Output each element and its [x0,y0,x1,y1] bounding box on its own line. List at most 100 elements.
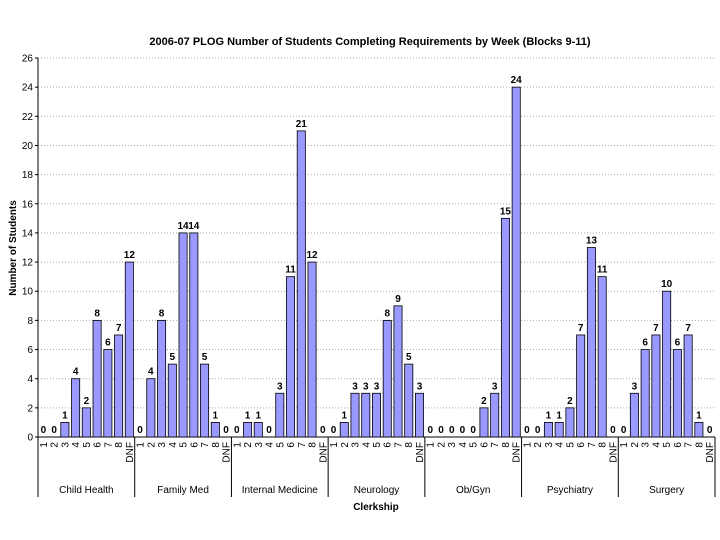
group-label: Neurology [354,485,400,496]
bar [189,232,199,438]
bar [629,392,639,438]
x-tick-label: 8 [694,442,705,448]
data-label: 0 [438,425,444,436]
bar [71,378,81,438]
data-label: 4 [73,367,79,378]
x-tick-label: 1 [522,442,533,448]
bar [543,422,553,438]
bar [554,422,564,438]
y-axis-label: Number of Students [8,200,19,296]
data-label: 1 [696,410,702,421]
y-tick-label: 0 [27,433,33,444]
x-tick-label: 2 [146,442,157,448]
bar [640,349,650,438]
data-label: 0 [707,425,713,436]
bar [81,407,91,438]
x-tick-label: 5 [662,442,673,448]
y-tick-label: 6 [27,345,33,356]
data-label: 7 [578,323,584,334]
x-tick-label: 3 [351,442,362,448]
x-tick-label: DNF [318,442,329,463]
x-tick-label: 1 [39,442,50,448]
data-label: 0 [621,425,627,436]
bar [565,407,575,438]
data-label: 0 [470,425,476,436]
y-tick-label: 16 [22,199,34,210]
x-tick-label: DNF [222,442,233,463]
x-tick-label: 2 [50,442,61,448]
bar [253,422,263,438]
x-tick-label: 5 [469,442,480,448]
bar [157,319,167,438]
bar [479,407,489,438]
data-label: 12 [124,250,136,261]
x-tick-label: 8 [114,442,125,448]
x-tick-label: 7 [587,442,598,448]
data-label: 1 [62,410,68,421]
bar [586,247,596,438]
x-tick-label: DNF [705,442,716,463]
bar [490,392,500,438]
x-tick-label: DNF [415,442,426,463]
x-tick-label: 2 [630,442,641,448]
x-tick-label: 3 [544,442,555,448]
x-tick-label: 7 [490,442,501,448]
y-tick-label: 22 [22,112,34,123]
x-tick-label: 3 [447,442,458,448]
bar [178,232,188,438]
group-label: Ob/Gyn [456,485,490,496]
x-tick-label: 4 [265,442,276,448]
bar [500,217,510,438]
data-label: 0 [266,425,272,436]
bar [114,334,124,438]
x-tick-label: DNF [125,442,136,463]
bar [511,86,521,438]
data-label: 0 [51,425,57,436]
bar [167,363,177,438]
data-label: 4 [148,367,154,378]
data-label: 0 [610,425,616,436]
x-tick-label: 7 [200,442,211,448]
x-tick-label: 5 [372,442,383,448]
x-tick-label: 4 [361,442,372,448]
data-label: 0 [535,425,541,436]
bar [672,349,682,438]
y-tick-label: 18 [22,170,34,181]
x-tick-label: 6 [383,442,394,448]
data-label: 9 [395,294,401,305]
data-label: 3 [277,381,283,392]
group-label: Internal Medicine [242,485,319,496]
group-label: Psychiatry [547,485,593,496]
x-tick-label: 5 [275,442,286,448]
bar [415,392,424,438]
data-label: 0 [524,425,530,436]
y-tick-label: 4 [27,374,33,385]
data-label: 11 [285,265,296,276]
data-label: 15 [500,206,512,217]
x-tick-label: 7 [684,442,695,448]
x-tick-label: 5 [179,442,190,448]
data-label: 12 [306,250,318,261]
y-tick-label: 26 [22,54,34,65]
x-tick-label: 8 [598,442,609,448]
bar [103,349,113,438]
group-label: Surgery [649,485,684,496]
x-tick-label: 6 [93,442,104,448]
x-axis-label: Clerkship [353,502,399,513]
bar [296,130,306,438]
bar [124,261,134,438]
x-tick-label: 3 [60,442,71,448]
x-tick-label: 7 [103,442,114,448]
data-label: 3 [374,381,380,392]
x-tick-label: 1 [329,442,340,448]
data-label: 3 [363,381,369,392]
data-label: 5 [170,352,176,363]
x-tick-label: 2 [340,442,351,448]
x-tick-label: 1 [136,442,147,448]
bar [243,422,253,438]
group-label: Family Med [157,485,209,496]
data-label: 6 [642,338,648,349]
x-tick-label: 4 [651,442,662,448]
bar [382,319,392,438]
